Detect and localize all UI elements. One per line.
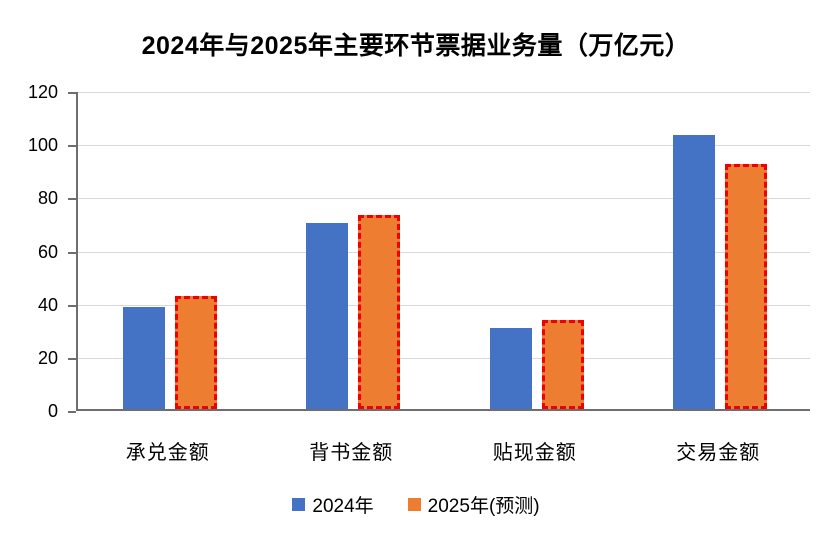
- gridline-y-100: [78, 145, 810, 147]
- gridline-y-40: [78, 304, 810, 306]
- bar-2025-forecast-交易金额: [725, 164, 768, 409]
- legend-item-2025-forecast: 2025年(预测): [407, 491, 540, 518]
- legend-swatch-icon: [292, 498, 306, 511]
- y-axis-label-40: 40: [37, 294, 58, 315]
- y-axis-tick-0: [68, 411, 76, 413]
- y-axis-label-0: 0: [47, 401, 58, 421]
- x-axis-label-交易金额: 交易金额: [676, 442, 761, 464]
- y-axis-tick-60: [68, 251, 76, 254]
- legend-item-2024: 2024年: [292, 491, 374, 518]
- y-axis-tick-120: [68, 92, 76, 94]
- bar-2025-forecast-背书金额: [358, 214, 401, 409]
- y-axis-tick-20: [68, 357, 76, 360]
- legend-label: 2025年(预测): [427, 496, 540, 517]
- x-axis-label-背书金额: 背书金额: [309, 442, 394, 464]
- y-axis-label-80: 80: [37, 188, 58, 209]
- gridline-y-120: [78, 92, 810, 93]
- plot-area: [76, 92, 810, 411]
- gridline-y-20: [78, 357, 810, 359]
- legend-label: 2024年: [312, 496, 374, 517]
- y-axis-label-20: 20: [37, 347, 58, 368]
- y-axis-tick-40: [68, 304, 76, 307]
- gridline-y-80: [78, 198, 810, 200]
- bar-2024-贴现金额: [489, 327, 532, 409]
- bar-2024-背书金额: [306, 222, 349, 409]
- y-axis-label-120: 120: [27, 82, 58, 102]
- y-axis-tick-80: [68, 198, 76, 201]
- bar-2025-forecast-贴现金额: [541, 319, 584, 409]
- bar-2025-forecast-承兑金额: [174, 296, 217, 409]
- bar-2024-承兑金额: [122, 306, 165, 409]
- legend-swatch-icon: [407, 498, 421, 511]
- chart-title: 2024年与2025年主要环节票据业务量（万亿元）: [141, 32, 691, 60]
- x-axis-label-贴现金额: 贴现金额: [492, 442, 577, 464]
- y-axis-label-100: 100: [27, 135, 58, 156]
- y-axis-tick-100: [68, 145, 76, 148]
- legend: 2024年 2025年(预测): [0, 491, 832, 518]
- gridline-y-60: [78, 251, 810, 253]
- x-axis-label-承兑金额: 承兑金额: [125, 442, 210, 464]
- y-axis-label-60: 60: [37, 241, 58, 262]
- bar-2024-交易金额: [673, 135, 716, 409]
